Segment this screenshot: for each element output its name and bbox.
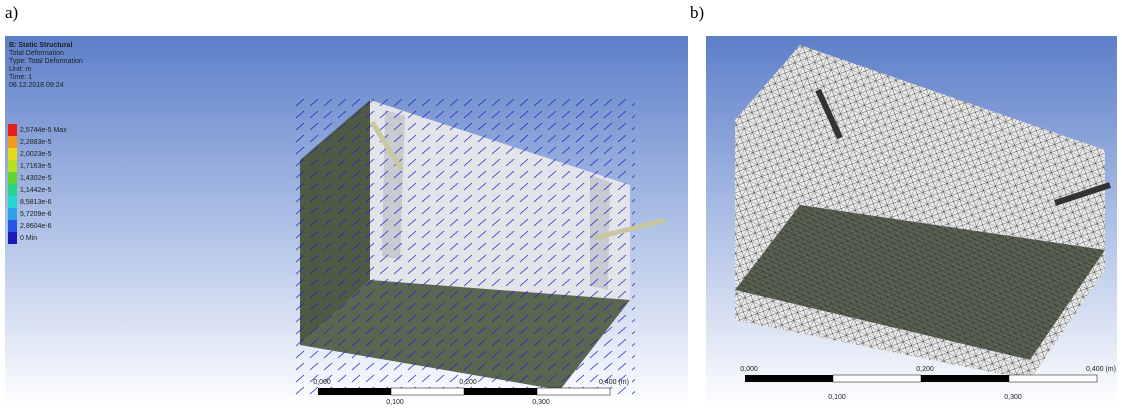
legend-swatch — [8, 232, 17, 244]
panel-b — [706, 36, 1117, 408]
legend-label: 1,7163e-5 — [20, 163, 52, 170]
legend-swatch — [8, 196, 17, 208]
legend-swatch — [8, 220, 17, 232]
panel-label: b) — [690, 3, 704, 22]
legend-label: 2,8604e-6 — [20, 223, 52, 230]
info-line: Total Deformation — [9, 50, 64, 57]
legend-label: 1,4302e-5 — [20, 175, 52, 182]
scale-bar — [318, 388, 610, 395]
scale-label: 0,300 — [1004, 394, 1022, 401]
panel-label: a) — [5, 3, 18, 22]
legend-swatch — [8, 148, 17, 160]
legend-swatch — [8, 172, 17, 184]
legend-swatch — [8, 136, 17, 148]
scale-label: 0,100 — [828, 394, 846, 401]
legend-swatch — [8, 184, 17, 196]
info-line: 06.12.2018 09:24 — [9, 82, 64, 89]
legend-label: 1,1442e-5 — [20, 187, 52, 194]
scale-label: 0,400 (m) — [1086, 366, 1116, 373]
legend-label: 0 Min — [20, 235, 37, 242]
info-line: Time: 1 — [9, 74, 32, 81]
scale-label: 0,200 — [459, 379, 477, 386]
legend-label: 2,5744e-5 Max — [20, 127, 67, 134]
scale-label: 0,000 — [313, 379, 331, 386]
figure: a) b) B: Static StructuralTotal Deformat… — [0, 0, 1122, 408]
scale-label: 0,200 — [916, 366, 934, 373]
legend-swatch — [8, 208, 17, 220]
legend-label: 2,0023e-5 — [20, 151, 52, 158]
scale-label: 0,000 — [740, 366, 758, 373]
info-line: Type: Total Deformation — [9, 58, 83, 65]
info-line: B: Static Structural — [9, 42, 72, 49]
vector-field — [295, 95, 635, 395]
legend-label: 5,7209e-6 — [20, 211, 52, 218]
panel-a — [5, 36, 688, 408]
legend-label: 8,5813e-6 — [20, 199, 52, 206]
legend-label: 2,2883e-5 — [20, 139, 52, 146]
scale-label: 0,100 — [386, 399, 404, 406]
scale-label: 0,300 — [532, 399, 550, 406]
scale-label: 0,400 (m) — [599, 379, 629, 386]
scale-bar — [745, 375, 1097, 382]
legend-swatch — [8, 124, 17, 136]
legend-swatch — [8, 160, 17, 172]
info-line: Unit: m — [9, 66, 31, 73]
